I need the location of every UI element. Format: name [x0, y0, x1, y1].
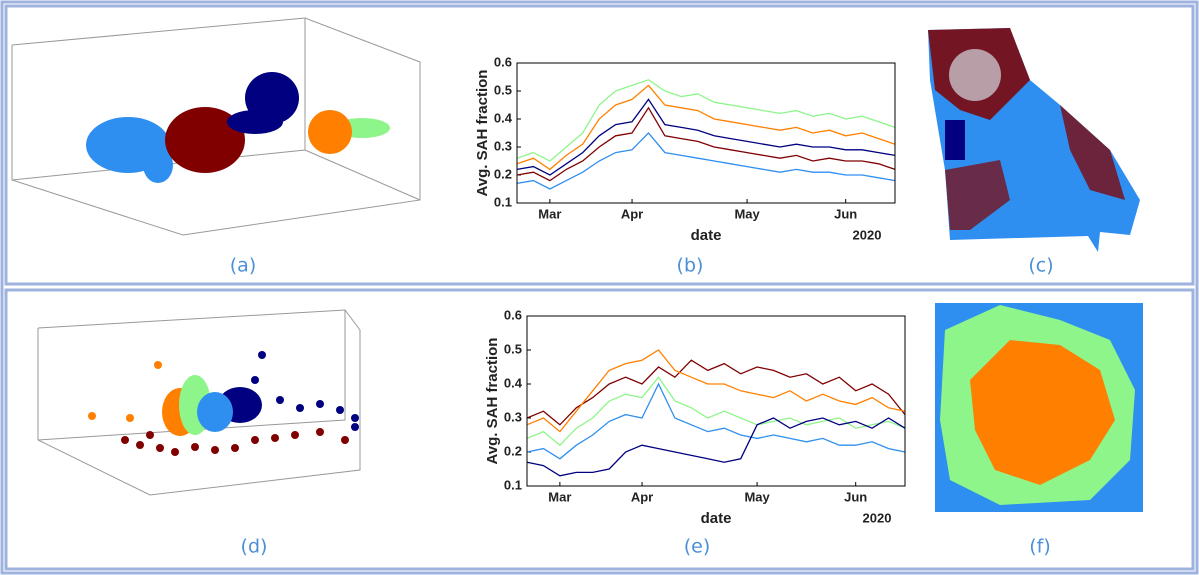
row-frame: [4, 288, 1195, 571]
series-line: [516, 106, 896, 182]
x-tick-label: Apr: [631, 489, 653, 504]
panel-label: (d): [241, 536, 268, 558]
map-region: [945, 120, 965, 160]
box-edge: [37, 310, 346, 441]
y-tick-label: 0.6: [494, 54, 512, 69]
series-line: [516, 84, 896, 171]
x-tick-label: Mar: [538, 206, 561, 221]
map-region: [970, 340, 1115, 485]
y-tick-label: 0.5: [494, 82, 512, 97]
cluster: [143, 147, 173, 183]
y-axis-label: Avg. SAH fraction: [474, 70, 491, 197]
row-frame: [4, 4, 1195, 286]
cluster: [308, 110, 352, 154]
x-tick-label: Jun: [834, 206, 857, 221]
panel-label: (e): [684, 536, 711, 558]
panel-label: (f): [1029, 536, 1051, 558]
map-region: [949, 49, 1001, 101]
map-region: [945, 160, 1010, 230]
x-tick-label: May: [744, 489, 770, 504]
y-tick-label: 0.3: [504, 409, 522, 424]
x-tick-label: Apr: [621, 206, 643, 221]
x-tick-label: May: [734, 206, 760, 221]
y-tick-label: 0.3: [494, 138, 512, 153]
y-tick-label: 0.5: [504, 341, 522, 356]
series-line: [526, 349, 906, 433]
panel-label: (c): [1028, 255, 1053, 277]
y-tick-label: 0.1: [494, 194, 512, 209]
series-line: [516, 79, 896, 162]
y-tick-label: 0.4: [504, 375, 523, 390]
cluster: [227, 110, 283, 134]
y-tick-label: 0.2: [504, 443, 522, 458]
year-label: 2020: [863, 510, 892, 525]
y-tick-label: 0.1: [504, 477, 522, 492]
series-line: [526, 359, 906, 426]
y-tick-label: 0.4: [494, 110, 513, 125]
box-edge: [304, 149, 421, 201]
series-line: [526, 382, 906, 460]
panel-label: (a): [230, 255, 256, 277]
map-f: [935, 303, 1143, 512]
box-3d: [37, 309, 361, 496]
plot-frame: [526, 315, 906, 487]
series-line: [516, 98, 896, 176]
x-tick-label: Mar: [548, 489, 571, 504]
x-axis-label: date: [701, 510, 732, 527]
x-tick-label: Jun: [844, 489, 867, 504]
x-axis-label: date: [691, 227, 722, 244]
panel-label: (b): [677, 255, 704, 277]
clusters-d: [88, 351, 359, 456]
series-line: [526, 376, 906, 447]
series-line: [526, 417, 906, 477]
y-tick-label: 0.2: [494, 166, 512, 181]
map-c: [928, 28, 1140, 252]
y-axis-label: Avg. SAH fraction: [484, 338, 501, 465]
map-region: [1060, 105, 1125, 200]
plot-frame: [516, 62, 896, 204]
year-label: 2020: [853, 227, 882, 242]
y-tick-label: 0.6: [504, 307, 522, 322]
clusters-a: [86, 72, 390, 183]
cluster: [165, 107, 245, 173]
panel-labels: (a) (b) (c) (d) (e) (f): [230, 255, 1054, 558]
series-line: [516, 132, 896, 190]
